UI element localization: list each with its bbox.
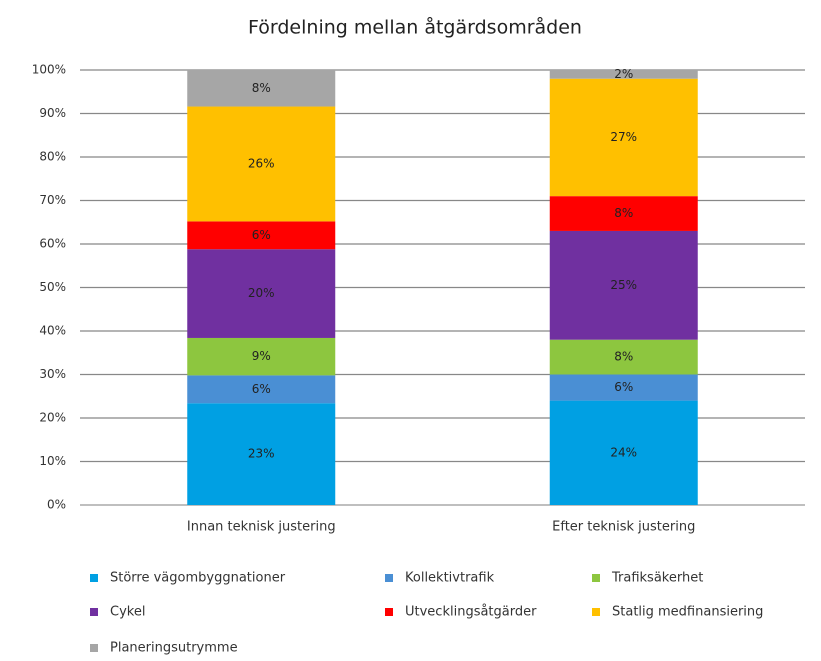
x-tick-label: Innan teknisk justering <box>187 520 336 535</box>
data-label: 6% <box>252 382 271 396</box>
y-tick-label: 80% <box>39 150 66 164</box>
data-label: 23% <box>248 447 275 461</box>
bar-segment <box>549 78 698 197</box>
bar-segment <box>187 106 336 222</box>
y-tick-label: 100% <box>32 63 66 77</box>
legend-swatch <box>90 574 98 582</box>
legend-label: Utvecklingsåtgärder <box>405 605 537 620</box>
bar-segment <box>549 70 698 79</box>
legend-label: Trafiksäkerhet <box>611 571 703 586</box>
data-label: 8% <box>614 206 633 220</box>
bar-segment <box>187 375 336 404</box>
y-tick-label: 10% <box>39 454 66 468</box>
y-tick-label: 90% <box>39 106 66 120</box>
bar-segment <box>549 339 698 375</box>
data-label: 27% <box>610 130 637 144</box>
data-label: 25% <box>610 278 637 292</box>
legend-swatch <box>385 608 393 616</box>
y-tick-label: 50% <box>39 280 66 294</box>
data-label: 20% <box>248 286 275 300</box>
bar-segment <box>187 221 336 250</box>
legend-label: Kollektivtrafik <box>405 571 495 586</box>
data-label: 24% <box>610 445 637 459</box>
data-label: 6% <box>252 228 271 242</box>
chart-title: Fördelning mellan åtgärdsområden <box>248 16 582 39</box>
bar-segment <box>187 249 336 338</box>
legend-swatch <box>90 644 98 652</box>
bar-segment <box>187 337 336 376</box>
y-tick-label: 60% <box>39 237 66 251</box>
legend-swatch <box>385 574 393 582</box>
bar-segment <box>549 374 698 401</box>
y-tick-label: 70% <box>39 193 66 207</box>
bar-segment <box>549 400 698 505</box>
legend-swatch <box>592 608 600 616</box>
legend-swatch <box>592 574 600 582</box>
legend-label: Statlig medfinansiering <box>612 605 763 620</box>
y-tick-label: 30% <box>39 367 66 381</box>
data-label: 8% <box>252 81 271 95</box>
legend-label: Cykel <box>110 605 145 620</box>
y-tick-label: 40% <box>39 324 66 338</box>
legend-label: Planeringsutrymme <box>110 641 238 656</box>
bar-segment <box>187 403 336 505</box>
legend-label: Större vägombyggnationer <box>110 571 286 586</box>
bar-segment <box>549 196 698 231</box>
y-tick-label: 0% <box>47 498 66 512</box>
bar-segment <box>549 230 698 340</box>
bar-segment <box>187 70 336 107</box>
legend-swatch <box>90 608 98 616</box>
data-label: 9% <box>252 349 271 363</box>
y-tick-label: 20% <box>39 411 66 425</box>
x-tick-label: Efter teknisk justering <box>552 520 695 535</box>
data-label: 8% <box>614 350 633 364</box>
data-label: 2% <box>614 67 633 81</box>
data-label: 26% <box>248 156 275 170</box>
data-label: 6% <box>614 380 633 394</box>
